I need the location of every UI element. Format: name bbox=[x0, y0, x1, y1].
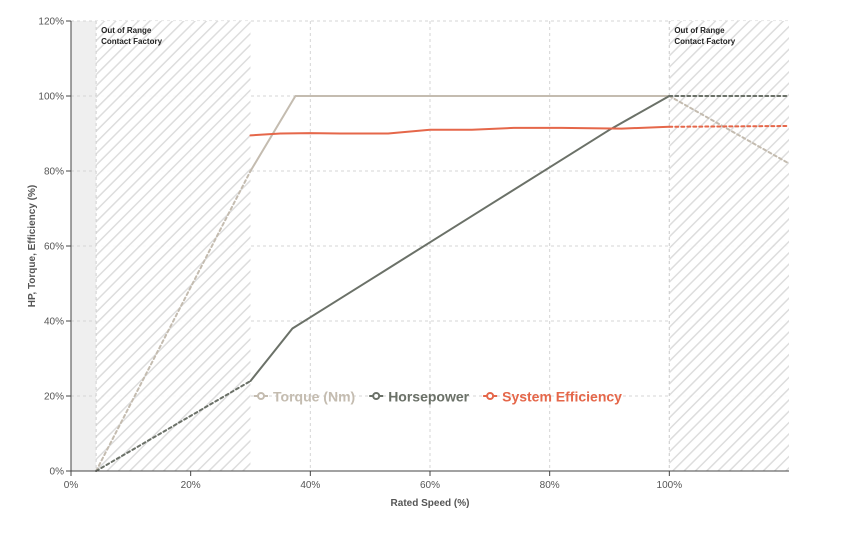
region-label-line1: Out of Range bbox=[674, 26, 725, 35]
legend-label: System Efficiency bbox=[502, 389, 622, 405]
series-extrapolated-segment bbox=[95, 380, 252, 472]
series-extrapolated-segment bbox=[95, 170, 252, 472]
y-tick-label: 60% bbox=[44, 242, 64, 253]
legend-label: Horsepower bbox=[388, 389, 469, 405]
x-tick-label: 0% bbox=[64, 480, 79, 491]
x-tick-label: 40% bbox=[300, 480, 320, 491]
y-tick-label: 120% bbox=[38, 17, 64, 28]
region-label-line1: Out of Range bbox=[101, 26, 152, 35]
y-tick-label: 100% bbox=[38, 92, 64, 103]
x-tick-label: 60% bbox=[420, 480, 440, 491]
series-extrapolated-segment bbox=[668, 125, 789, 128]
region-label-line2: Contact Factory bbox=[674, 37, 735, 46]
y-tick-label: 20% bbox=[44, 392, 64, 403]
x-tick-label: 80% bbox=[540, 480, 560, 491]
series-line bbox=[249, 125, 671, 137]
series-line bbox=[249, 95, 671, 172]
y-axis-title: HP, Torque, Efficiency (%) bbox=[27, 185, 38, 307]
legend-label: Torque (Nm) bbox=[273, 389, 355, 405]
legend-marker-dot bbox=[486, 392, 495, 400]
region-label-line2: Contact Factory bbox=[101, 37, 162, 46]
legend-marker-dot bbox=[372, 392, 381, 400]
legend-marker-dot bbox=[257, 392, 265, 400]
out-of-range-region bbox=[96, 21, 251, 471]
series-extrapolated-segment bbox=[668, 95, 789, 165]
x-tick-label: 100% bbox=[657, 480, 683, 491]
series-line bbox=[249, 95, 671, 382]
x-tick-label: 20% bbox=[181, 480, 201, 491]
y-tick-label: 40% bbox=[44, 317, 64, 328]
out-of-range-region bbox=[669, 21, 789, 471]
x-axis-title: Rated Speed (%) bbox=[391, 498, 470, 509]
y-tick-label: 80% bbox=[44, 167, 64, 178]
y-tick-label: 0% bbox=[50, 467, 65, 478]
